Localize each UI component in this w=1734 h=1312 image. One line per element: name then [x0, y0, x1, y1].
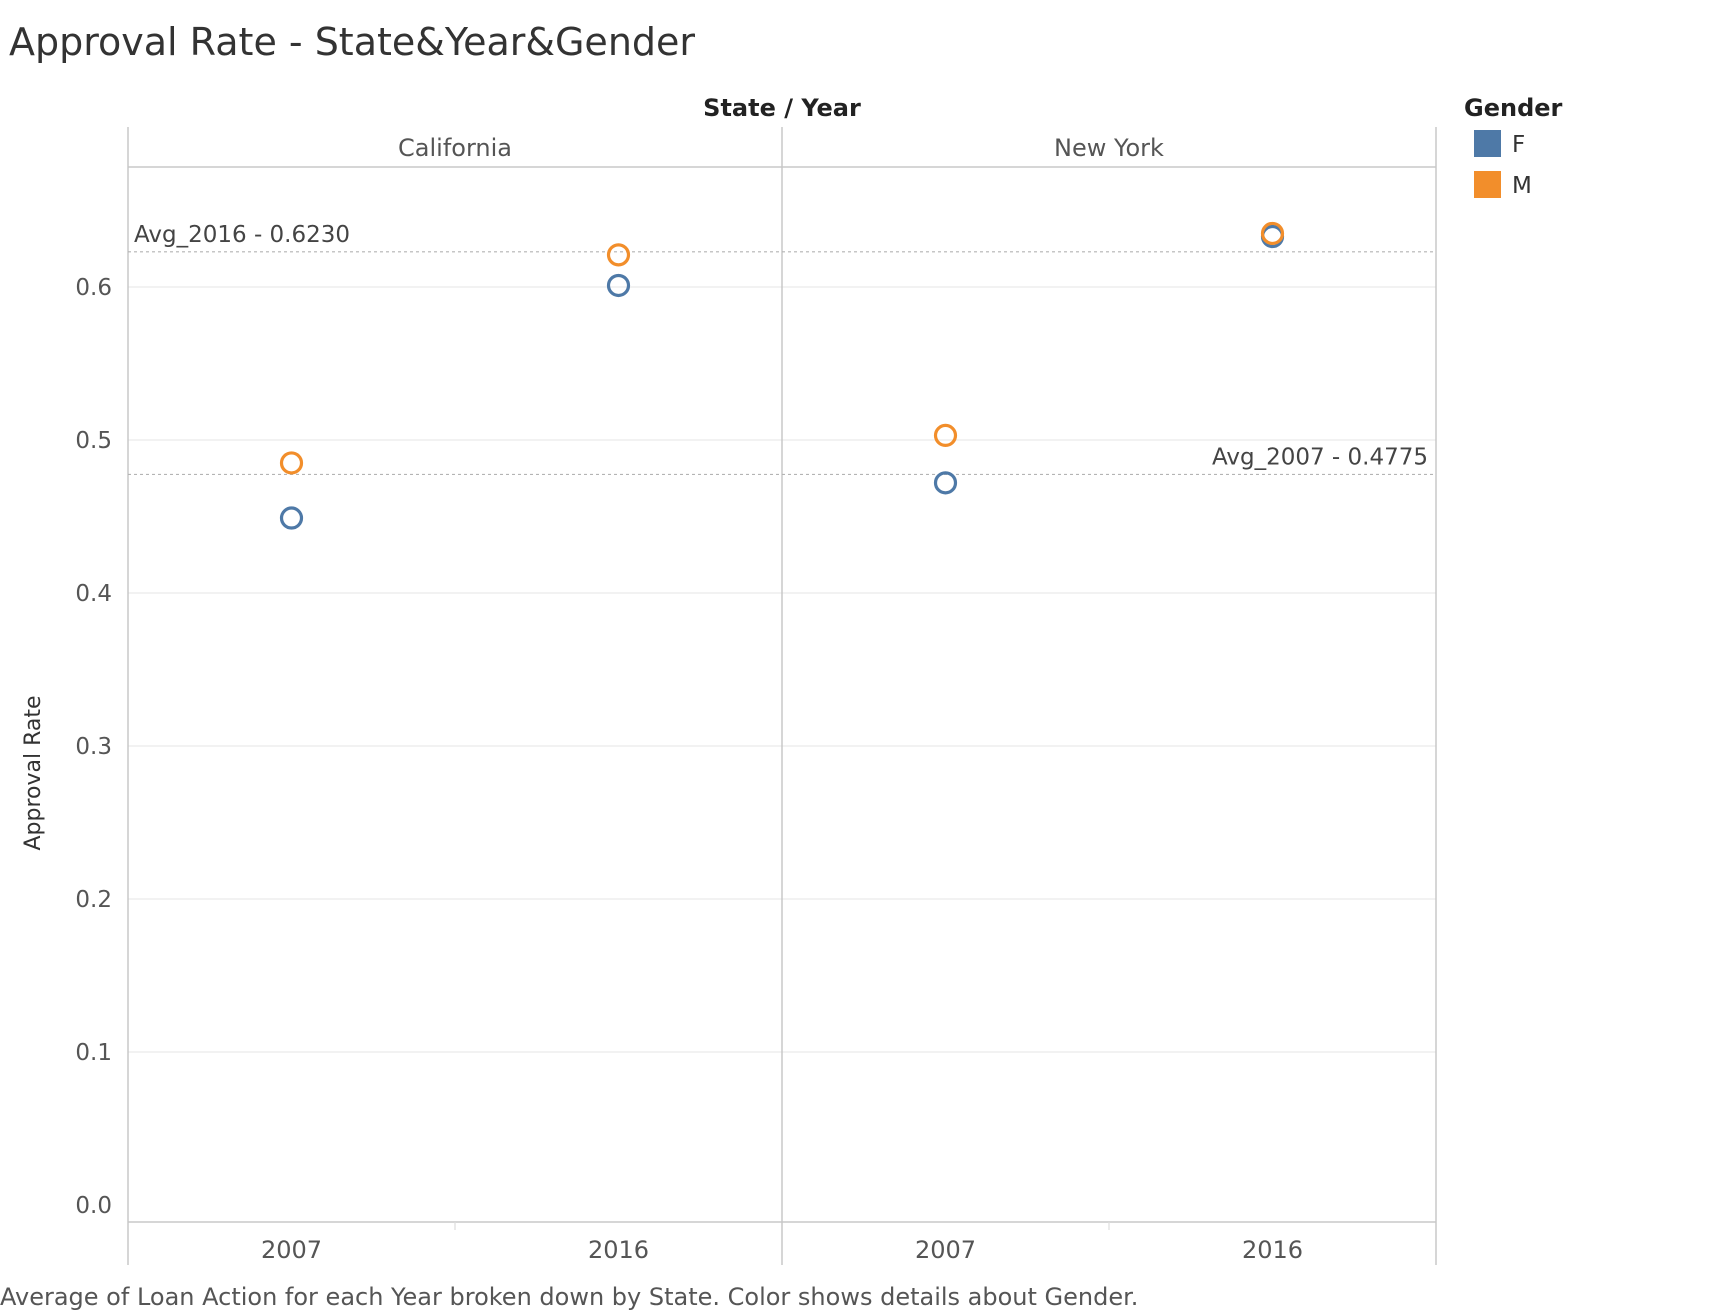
x-tick-label: 2007: [261, 1236, 322, 1264]
y-tick-label: 0.3: [75, 734, 112, 760]
reference-line-label: Avg_2016 - 0.6230: [134, 222, 350, 248]
x-tick-label: 2016: [588, 1236, 649, 1264]
x-tick-label: 2016: [1242, 1236, 1303, 1264]
data-point: [933, 423, 958, 448]
chart-title: Approval Rate - State&Year&Gender: [9, 20, 695, 64]
legend: Gender FM: [1464, 94, 1563, 199]
y-axis-label: Approval Rate: [21, 695, 46, 850]
x-axis-ticks: 2007 2016 2007 2016: [261, 1236, 1303, 1264]
column-header: State / Year: [703, 94, 861, 122]
legend-title: Gender: [1464, 94, 1563, 122]
legend-items: FM: [1474, 130, 1532, 199]
data-point: [606, 273, 631, 298]
data-point: [606, 243, 631, 267]
plot-frame: [127, 127, 1437, 1265]
y-axis-ticks: 0.0 0.1 0.2 0.3 0.4 0.5 0.6: [75, 275, 112, 1219]
y-tick-label: 0.0: [75, 1193, 112, 1219]
panel-header-label: California: [398, 134, 512, 162]
data-point: [279, 506, 304, 530]
y-tick-label: 0.2: [75, 887, 112, 913]
data-point: [933, 471, 958, 495]
data-point: [1260, 221, 1285, 246]
legend-label: M: [1512, 173, 1532, 199]
legend-swatch: [1474, 130, 1501, 157]
panel-header-label: New York: [1054, 134, 1164, 162]
y-tick-label: 0.1: [75, 1040, 112, 1066]
reference-lines: Avg_2016 - 0.6230 Avg_2007 - 0.4775: [128, 222, 1436, 476]
legend-swatch: [1474, 171, 1501, 198]
chart-caption: Average of Loan Action for each Year bro…: [0, 1283, 1138, 1311]
y-tick-label: 0.4: [75, 581, 112, 607]
data-point: [279, 451, 304, 475]
y-tick-label: 0.6: [75, 275, 112, 301]
panel-headers: California New York: [398, 134, 1164, 162]
y-tick-label: 0.5: [75, 428, 112, 454]
legend-label: F: [1512, 132, 1525, 158]
x-tick-label: 2007: [915, 1236, 976, 1264]
data-points: [279, 221, 1285, 530]
reference-line-label: Avg_2007 - 0.4775: [1212, 444, 1428, 470]
